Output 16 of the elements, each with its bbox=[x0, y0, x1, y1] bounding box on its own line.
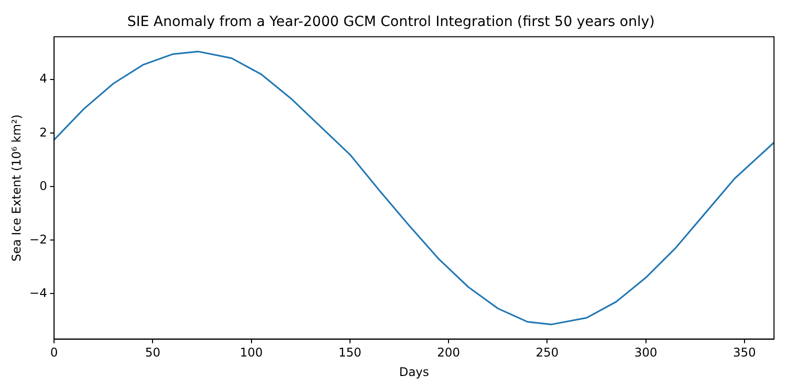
y-tick-label: 2 bbox=[39, 125, 48, 140]
chart-title: SIE Anomaly from a Year-2000 GCM Control Integration (first 50 years only) bbox=[127, 14, 655, 30]
y-tick-label: −4 bbox=[29, 286, 48, 300]
y-tick-label: 0 bbox=[39, 178, 48, 193]
y-tick-label: −2 bbox=[29, 232, 48, 246]
x-tick-label: 300 bbox=[634, 346, 658, 360]
x-tick-label: 0 bbox=[50, 346, 58, 360]
x-tick-label: 50 bbox=[145, 346, 160, 360]
y-axis-title: Sea Ice Extent (10⁶ km²) bbox=[9, 114, 24, 262]
x-tick-label: 150 bbox=[338, 346, 362, 360]
x-tick-label: 200 bbox=[437, 346, 460, 360]
x-tick-label: 250 bbox=[536, 346, 559, 360]
x-axis-title: Days bbox=[399, 364, 430, 379]
x-tick-label: 350 bbox=[732, 346, 756, 360]
x-tick-label: 100 bbox=[240, 346, 263, 360]
y-tick-label: 4 bbox=[39, 72, 48, 86]
